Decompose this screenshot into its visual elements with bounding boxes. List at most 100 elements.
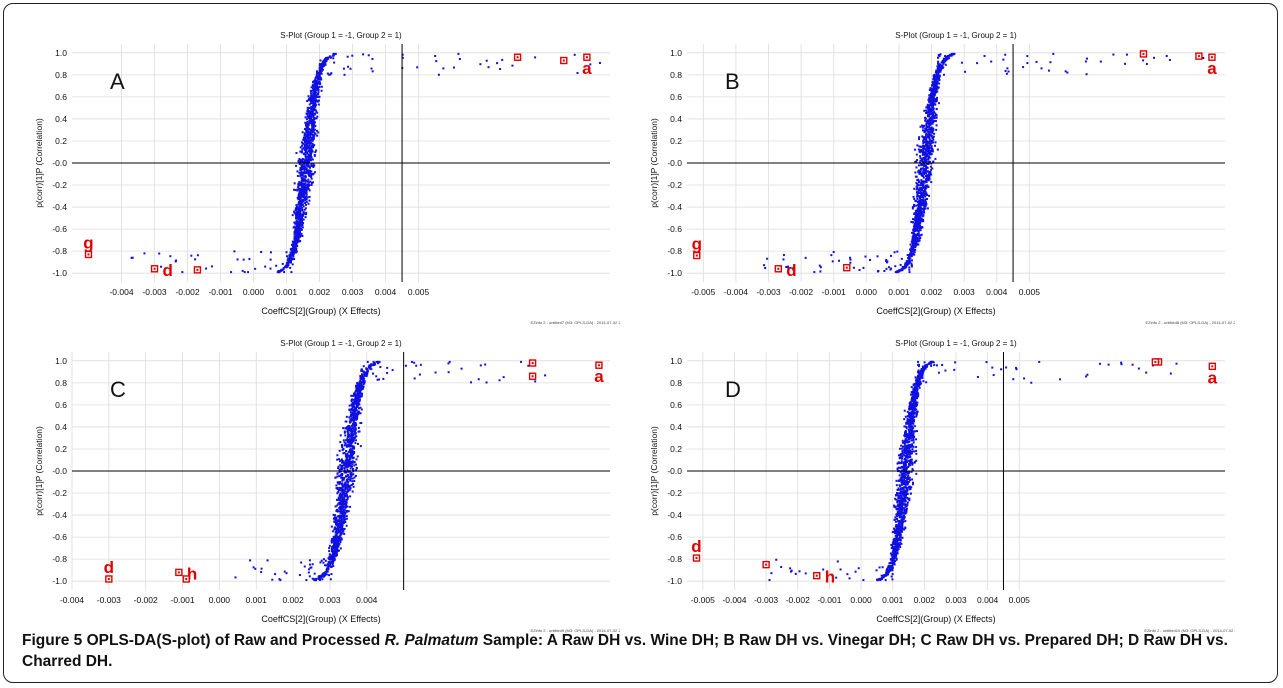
data-point bbox=[782, 258, 785, 261]
data-point bbox=[937, 102, 940, 105]
data-point bbox=[322, 62, 325, 65]
data-point bbox=[352, 430, 355, 433]
data-point bbox=[285, 266, 288, 269]
data-point bbox=[350, 465, 353, 468]
data-point bbox=[918, 189, 921, 192]
data-point bbox=[1004, 53, 1007, 56]
data-point bbox=[349, 456, 352, 459]
data-point bbox=[925, 109, 928, 112]
data-point bbox=[502, 376, 505, 379]
data-point bbox=[354, 390, 357, 393]
data-point bbox=[919, 125, 922, 128]
data-point bbox=[918, 203, 921, 206]
data-point bbox=[295, 242, 298, 245]
data-point bbox=[1085, 57, 1088, 60]
data-point bbox=[923, 211, 926, 214]
data-point bbox=[927, 145, 930, 148]
highlight-center bbox=[1210, 56, 1213, 59]
data-point bbox=[296, 223, 299, 226]
data-point bbox=[336, 521, 339, 524]
data-point bbox=[333, 514, 336, 517]
data-point bbox=[300, 184, 303, 187]
data-point bbox=[298, 181, 301, 184]
data-point bbox=[933, 111, 936, 114]
data-point bbox=[331, 546, 334, 549]
data-point bbox=[351, 412, 354, 415]
data-point bbox=[929, 110, 932, 113]
data-point bbox=[819, 266, 822, 269]
data-point bbox=[169, 255, 172, 258]
data-point bbox=[339, 529, 342, 532]
data-point bbox=[916, 179, 919, 182]
data-point bbox=[345, 427, 348, 430]
data-point bbox=[342, 498, 345, 501]
data-point bbox=[336, 519, 339, 522]
data-point bbox=[370, 368, 373, 371]
data-point bbox=[922, 169, 925, 172]
data-point bbox=[932, 115, 935, 118]
data-point bbox=[308, 568, 311, 571]
y-tick-label: 1.0 bbox=[55, 356, 67, 366]
data-point bbox=[919, 208, 922, 211]
data-point bbox=[917, 219, 920, 222]
data-point bbox=[908, 408, 911, 411]
data-point bbox=[363, 381, 366, 384]
data-point bbox=[344, 453, 347, 456]
data-point bbox=[289, 260, 292, 263]
data-point bbox=[316, 111, 319, 114]
data-point bbox=[917, 169, 920, 172]
data-point bbox=[917, 234, 920, 237]
data-point bbox=[310, 174, 313, 177]
data-point bbox=[355, 393, 358, 396]
data-point bbox=[898, 269, 901, 272]
data-point bbox=[350, 415, 353, 418]
data-point bbox=[312, 101, 315, 104]
data-point bbox=[922, 144, 925, 147]
data-point bbox=[322, 558, 325, 561]
data-point bbox=[300, 217, 303, 220]
data-point bbox=[927, 99, 930, 102]
data-point bbox=[930, 145, 933, 148]
data-point bbox=[131, 256, 134, 259]
data-point bbox=[342, 439, 345, 442]
data-point bbox=[910, 262, 913, 265]
data-point bbox=[325, 573, 328, 576]
data-point bbox=[332, 547, 335, 550]
data-point bbox=[920, 220, 923, 223]
data-point bbox=[909, 426, 912, 429]
data-point bbox=[919, 380, 922, 383]
data-point bbox=[337, 467, 340, 470]
data-point bbox=[911, 412, 914, 415]
data-point bbox=[931, 97, 934, 100]
data-point bbox=[313, 107, 316, 110]
data-point bbox=[356, 391, 359, 394]
data-point bbox=[928, 132, 931, 135]
data-point bbox=[344, 495, 347, 498]
data-point bbox=[324, 572, 327, 575]
data-point bbox=[350, 484, 353, 487]
data-point bbox=[849, 258, 852, 261]
data-point bbox=[341, 529, 344, 532]
data-point bbox=[1085, 73, 1088, 76]
data-point bbox=[341, 507, 344, 510]
data-point bbox=[345, 492, 348, 495]
data-point bbox=[293, 247, 296, 250]
data-point bbox=[909, 248, 912, 251]
data-point bbox=[928, 172, 931, 175]
data-point bbox=[305, 125, 308, 128]
data-point bbox=[910, 265, 913, 268]
data-point bbox=[1064, 70, 1067, 73]
data-point bbox=[301, 190, 304, 193]
data-point bbox=[366, 370, 369, 373]
data-point bbox=[922, 164, 925, 167]
data-point bbox=[340, 499, 343, 502]
data-point bbox=[291, 240, 294, 243]
grid bbox=[72, 44, 610, 282]
data-point bbox=[457, 52, 460, 55]
data-point bbox=[300, 170, 303, 173]
data-point bbox=[916, 215, 919, 218]
data-point bbox=[342, 67, 345, 70]
data-point bbox=[819, 270, 822, 273]
data-point bbox=[345, 515, 348, 518]
data-point bbox=[920, 164, 923, 167]
